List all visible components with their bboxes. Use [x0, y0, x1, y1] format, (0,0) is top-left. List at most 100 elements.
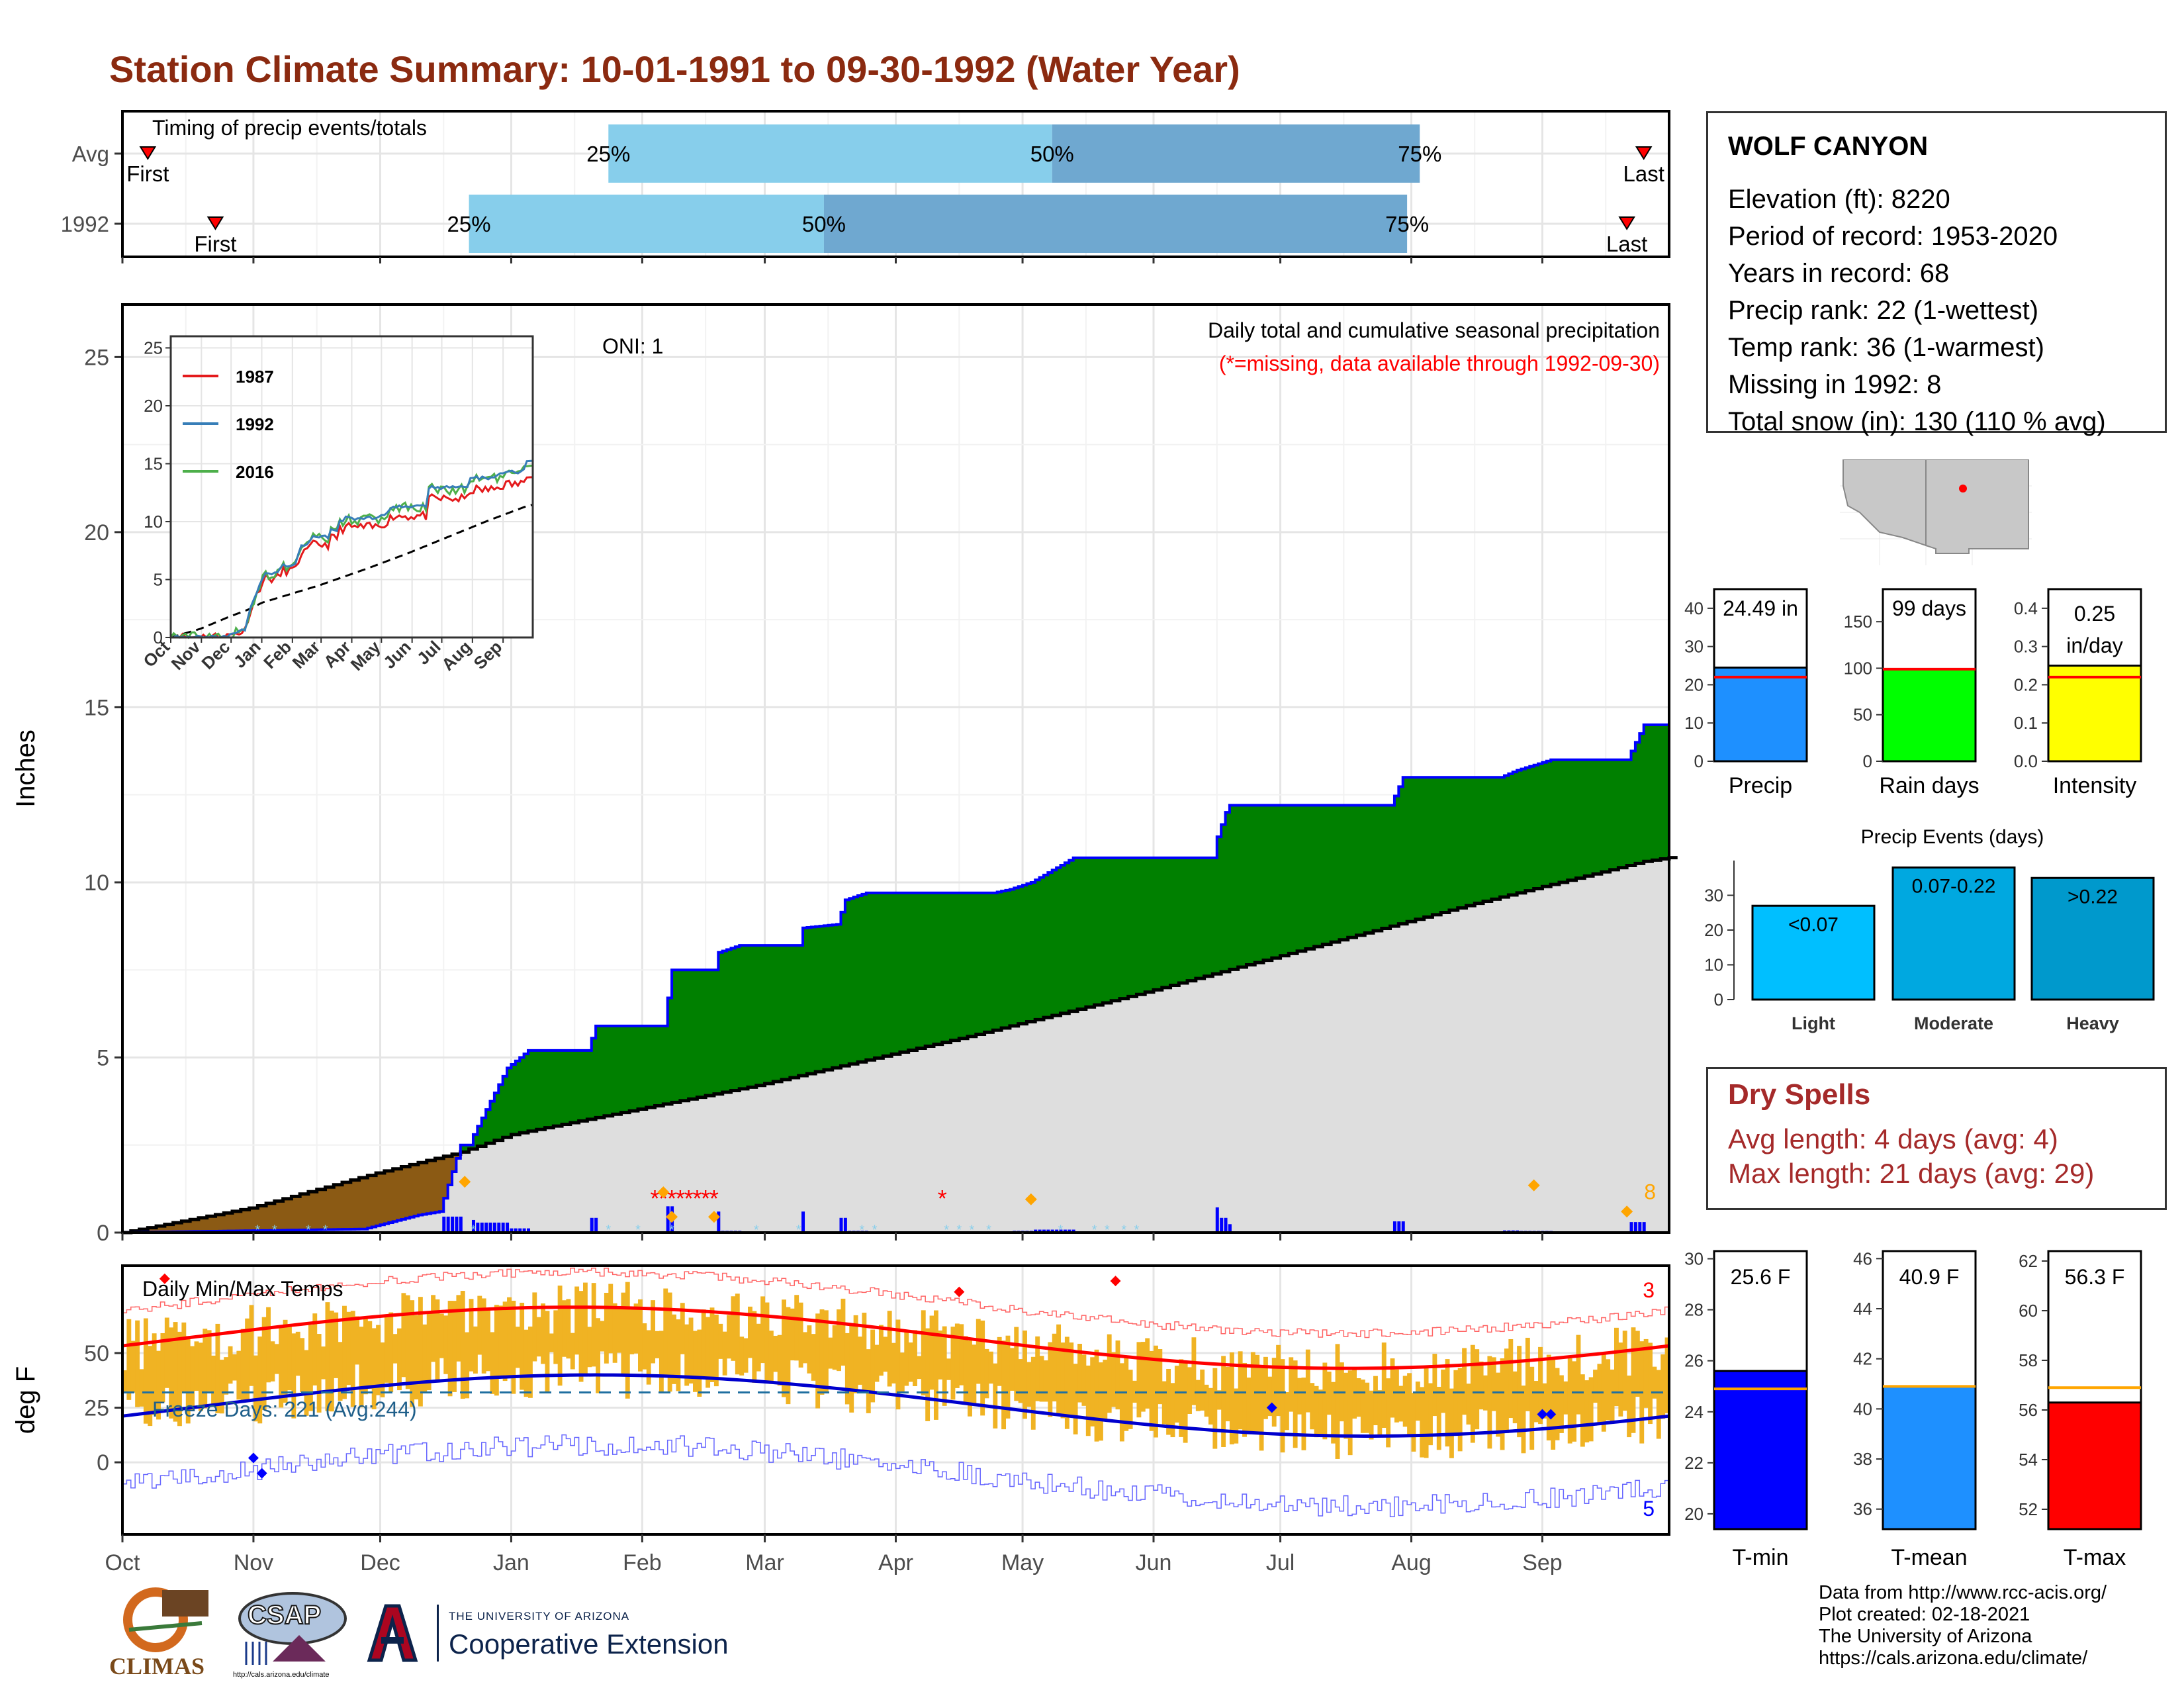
- daily-precip-bar: [1050, 1229, 1054, 1233]
- missing-marker: *: [651, 1185, 660, 1212]
- daily-temp-bar: [240, 1329, 246, 1401]
- precip-events-chart: Precip Events (days) 0 10 20 30 <0.07 Light 0.0…: [1704, 826, 2155, 1033]
- station-line: Years in record: 68: [1728, 259, 1950, 288]
- daily-precip-bar: [839, 1217, 843, 1233]
- daily-temp-bar: [642, 1323, 647, 1370]
- daily-temp-bar: [126, 1319, 132, 1400]
- daily-temp-bar: [160, 1333, 165, 1403]
- temp-y-tick: 62: [2019, 1251, 2038, 1271]
- daily-temp-bar: [768, 1331, 774, 1384]
- event-category-label: Light: [1792, 1013, 1835, 1033]
- summary-y-tick: 50: [1853, 705, 1872, 725]
- daily-temp-bar: [688, 1317, 694, 1383]
- daily-temp-bar: [718, 1323, 723, 1359]
- temp-label: Daily Min/Max Temps: [142, 1277, 343, 1301]
- daily-precip-bar: [717, 1211, 721, 1233]
- daily-temp-bar: [1119, 1363, 1124, 1442]
- temp-y-tick: 60: [2019, 1301, 2038, 1321]
- snow-marker: *: [1105, 1223, 1110, 1238]
- daily-temp-bar: [1563, 1381, 1569, 1415]
- daily-precip-bar: [446, 1216, 450, 1233]
- daily-temp-bar: [148, 1346, 153, 1427]
- daily-temp-bar: [236, 1350, 242, 1400]
- daily-temp-bar: [1365, 1382, 1370, 1433]
- daily-temp-bar: [1132, 1380, 1137, 1403]
- daily-temp-bar: [1445, 1359, 1450, 1447]
- record-count: 8: [1644, 1180, 1656, 1204]
- record-low-marker: [1545, 1409, 1557, 1420]
- daily-temp-bar: [527, 1326, 533, 1398]
- daily-temp-bar: [811, 1334, 816, 1381]
- record-low-marker: [256, 1468, 267, 1479]
- daily-temp-bar: [1601, 1354, 1606, 1432]
- page-title: Station Climate Summary: 10-01-1991 to 0…: [109, 48, 1240, 90]
- first-marker: [206, 216, 224, 230]
- daily-precip-bar: [1042, 1229, 1046, 1233]
- daily-temp-bar: [1627, 1376, 1632, 1438]
- temp-bar: [1713, 1370, 1808, 1530]
- daily-temp-bar: [1246, 1378, 1251, 1434]
- daily-precip-bar: [451, 1216, 455, 1233]
- daily-temp-bar: [376, 1325, 381, 1395]
- daily-temp-bar: [261, 1317, 267, 1411]
- daily-precip-bar: [1397, 1221, 1401, 1233]
- y-axis-label: deg F: [11, 1366, 40, 1434]
- daily-temp-bar: [1610, 1369, 1615, 1423]
- daily-temp-bar: [608, 1284, 614, 1354]
- daily-temp-bar: [1508, 1338, 1514, 1419]
- temp-value-label: 56.3 F: [2065, 1265, 2125, 1289]
- daily-temp-bar: [477, 1295, 482, 1355]
- daily-temp-bar: [878, 1325, 884, 1376]
- daily-temp-bar: [1398, 1385, 1404, 1422]
- timing-bar-25-50: [608, 124, 1052, 183]
- daily-temp-bar: [938, 1330, 943, 1380]
- daily-temp-bar: [701, 1309, 706, 1379]
- daily-temp-bar: [672, 1314, 676, 1384]
- daily-temp-bar: [1085, 1365, 1091, 1436]
- pct-label: 25%: [586, 142, 630, 166]
- daily-temp-bar: [1158, 1348, 1163, 1405]
- snow-marker: *: [1092, 1223, 1097, 1238]
- daily-temp-bar: [253, 1355, 258, 1422]
- daily-temp-bar: [1588, 1377, 1594, 1442]
- daily-temp-bar: [481, 1298, 486, 1374]
- last-marker: [1618, 216, 1635, 230]
- daily-temp-bar: [169, 1327, 174, 1419]
- temp-bar-label: T-max: [2064, 1545, 2126, 1570]
- daily-temp-bar: [439, 1313, 444, 1358]
- daily-temp-bar: [798, 1302, 803, 1368]
- daily-temp-bar: [1377, 1390, 1383, 1436]
- daily-temp-bar: [1386, 1378, 1391, 1448]
- daily-temp-bar: [1567, 1358, 1572, 1444]
- daily-temp-bar: [680, 1303, 685, 1354]
- y-tick-label: 25: [84, 1396, 109, 1421]
- daily-temp-bar: [211, 1355, 216, 1405]
- daily-temp-bar: [1593, 1370, 1598, 1403]
- record-diamond: [1621, 1205, 1633, 1218]
- deficit-area: [126, 1152, 461, 1233]
- daily-temp-bar: [206, 1330, 212, 1391]
- snow-marker: *: [1121, 1223, 1126, 1238]
- daily-temp-bar: [1394, 1369, 1399, 1423]
- daily-temp-bar: [1216, 1390, 1222, 1410]
- daily-precip-bar: [506, 1222, 510, 1233]
- inset-y-tick: 0: [154, 628, 163, 647]
- temp-summary-bars: 20 22 24 26 28 30 25.6 F T-min 36 38 40 42 44 46 40.9 …: [1684, 1248, 2142, 1570]
- daily-temp-bar: [841, 1298, 846, 1366]
- daily-temp-bar: [139, 1369, 144, 1407]
- daily-precip-bar: [442, 1216, 446, 1233]
- events-y-tick: 0: [1714, 990, 1723, 1009]
- event-value-label: <0.07: [1788, 914, 1839, 935]
- dry-spells-avg: Avg length: 4 days (avg: 4): [1728, 1123, 2058, 1154]
- snow-marker: *: [956, 1223, 962, 1238]
- event-value-label: >0.22: [2068, 886, 2118, 908]
- month-label: Mar: [745, 1550, 784, 1575]
- daily-temp-bar: [1614, 1327, 1619, 1407]
- daily-temp-bar: [545, 1311, 550, 1393]
- daily-temp-bar: [152, 1333, 157, 1415]
- daily-precip-bar: [1220, 1217, 1224, 1233]
- daily-temp-bar: [384, 1314, 389, 1383]
- daily-temp-bar: [1166, 1368, 1171, 1435]
- daily-temp-bar: [1441, 1369, 1446, 1413]
- daily-temp-bar: [697, 1329, 702, 1397]
